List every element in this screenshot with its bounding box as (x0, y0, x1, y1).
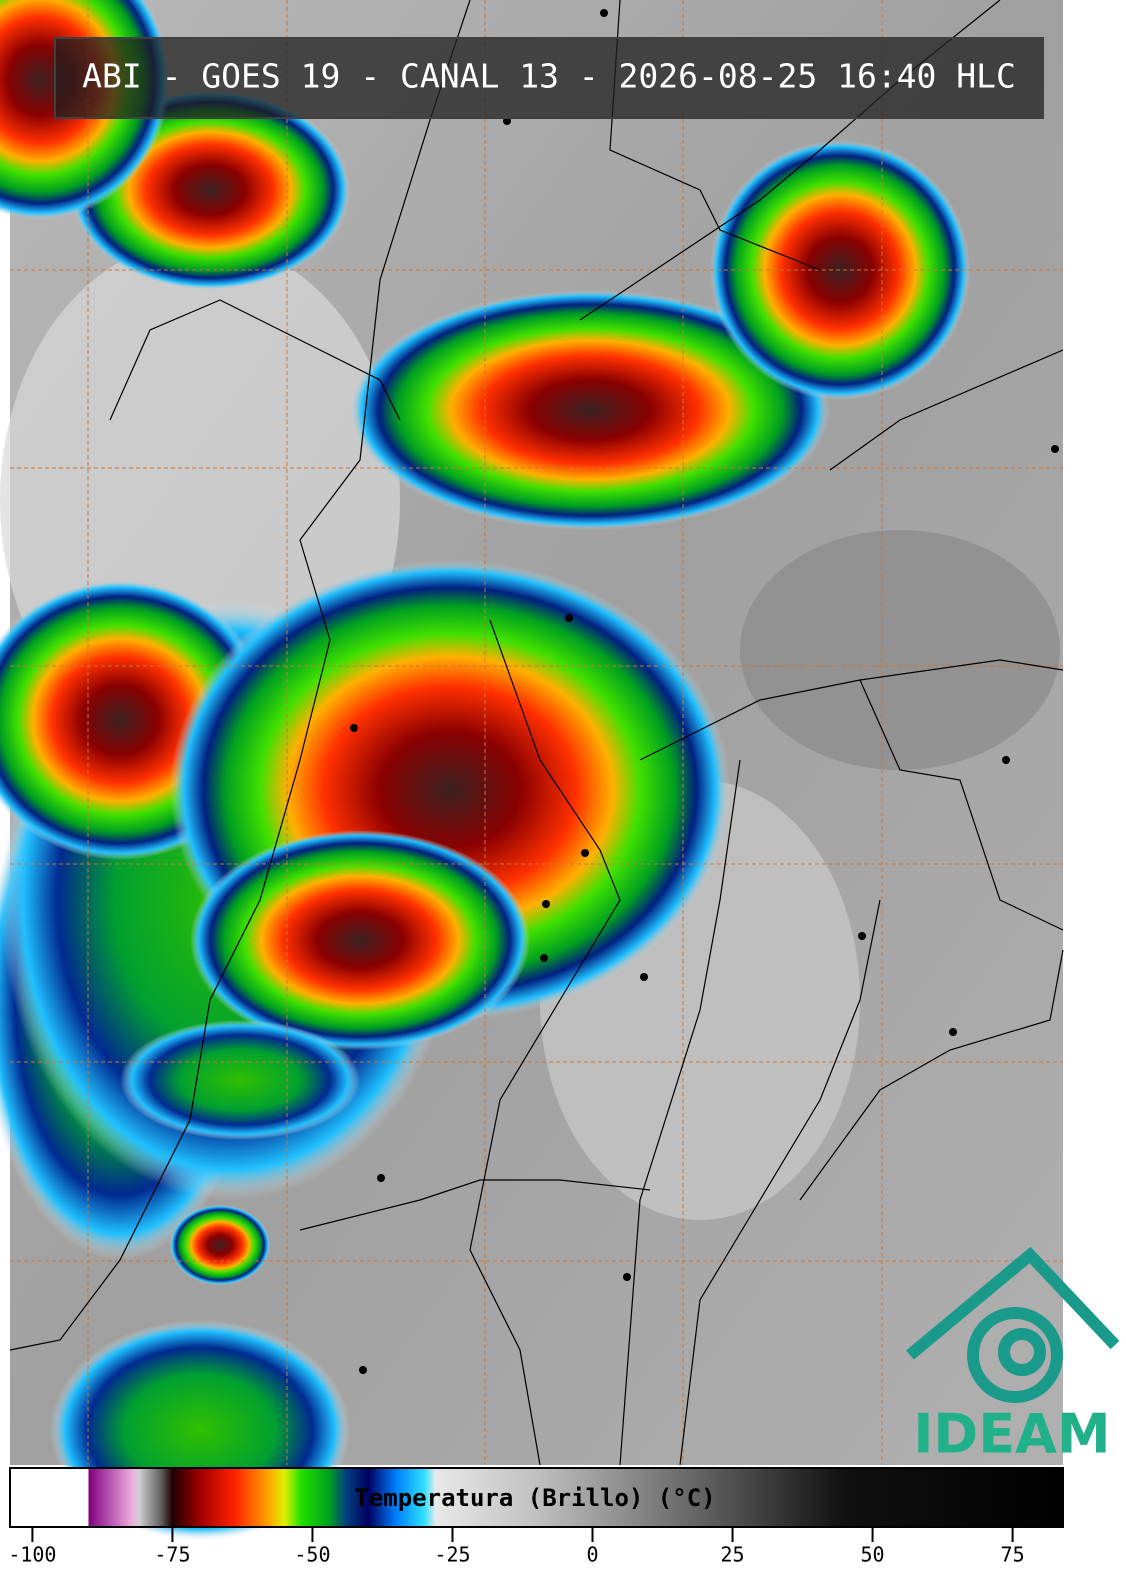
tick-label: -50 (294, 1543, 330, 1567)
satellite-map: ABI - GOES 19 - CANAL 13 - 2026-08-25 16… (0, 0, 1120, 1540)
colorbar-label: Temperatura (Brillo) (°C) (354, 1484, 715, 1512)
tick-label: -25 (434, 1543, 470, 1567)
tick-label: -75 (154, 1543, 190, 1567)
logo-text: IDEAM (913, 1403, 1110, 1466)
colorbar: Temperatura (Brillo) (°C) -100 -75 -50 -25 0… (8, 1467, 1064, 1567)
tick-label: 50 (861, 1543, 885, 1567)
tick-label: 25 (720, 1543, 744, 1567)
tick-label: 75 (1001, 1543, 1025, 1567)
logo-icon (906, 1246, 1120, 1403)
tick-label: -100 (8, 1543, 56, 1567)
tick-label: 0 (586, 1543, 598, 1567)
colorbar-gradient (9, 1467, 1064, 1528)
map-title: ABI - GOES 19 - CANAL 13 - 2026-08-25 16… (82, 57, 1016, 96)
